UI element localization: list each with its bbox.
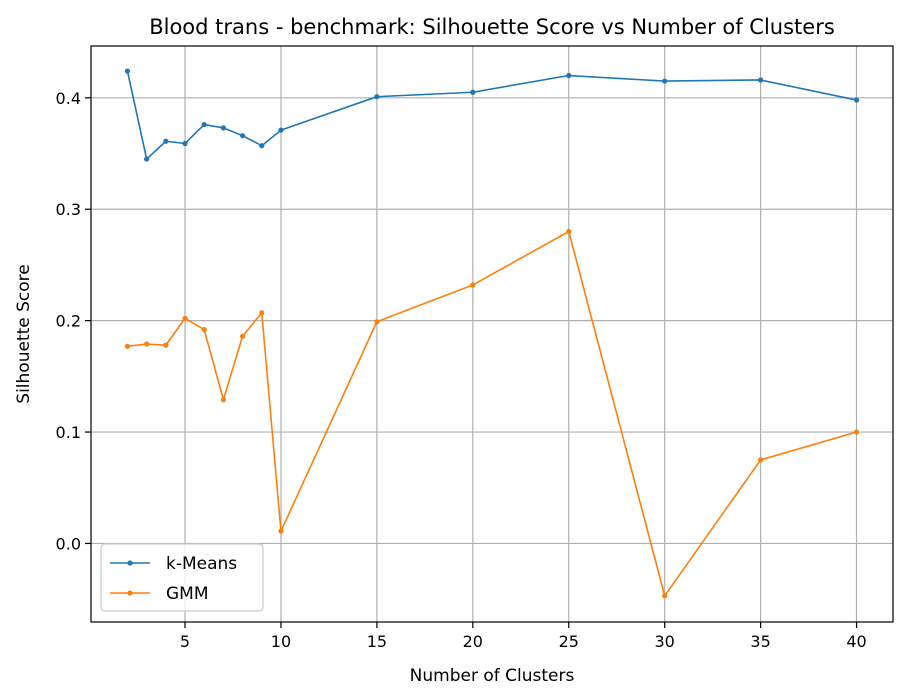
data-point-k-means (470, 89, 476, 95)
legend: k-Means GMM (100, 543, 264, 612)
legend-marker-gmm (127, 590, 133, 596)
data-point-gmm (182, 315, 188, 322)
plot-frame (90, 45, 894, 623)
x-tick-label: 25 (559, 632, 579, 651)
legend-label-k-means: k-Means (166, 554, 237, 574)
data-point-k-means (259, 143, 265, 149)
data-point-k-means (662, 78, 668, 84)
x-tick-label: 15 (367, 632, 387, 651)
data-point-k-means (144, 156, 150, 162)
y-tick-label: 0.4 (56, 89, 81, 108)
data-point-gmm (853, 429, 860, 435)
series-k-means (124, 68, 860, 162)
data-point-gmm (239, 333, 246, 339)
data-point-k-means (566, 72, 572, 79)
y-tick-label: 0.3 (56, 200, 81, 219)
data-point-k-means (182, 140, 188, 147)
chart-title: Blood trans - benchmark: Silhouette Scor… (149, 15, 835, 39)
data-point-gmm (566, 228, 572, 235)
data-point-k-means (201, 121, 207, 128)
data-point-gmm (470, 282, 476, 288)
x-tick-label: 40 (846, 632, 866, 651)
x-tick-label: 35 (750, 632, 770, 651)
data-point-gmm (124, 343, 131, 349)
data-point-gmm (144, 341, 150, 347)
data-point-gmm (662, 593, 668, 599)
data-point-gmm (259, 310, 265, 316)
data-point-gmm (758, 457, 764, 463)
data-point-gmm (374, 319, 380, 325)
x-axis-label: Number of Clusters (410, 666, 575, 686)
x-tick-label: 20 (463, 632, 483, 651)
series-layer (124, 68, 860, 599)
legend-box (100, 543, 264, 612)
x-tick-label: 5 (180, 632, 190, 651)
data-point-k-means (758, 77, 764, 83)
y-axis: 0.0 0.1 0.2 0.3 0.4 (56, 89, 91, 553)
data-point-k-means (124, 68, 131, 74)
y-tick-label: 0.0 (56, 534, 81, 553)
y-tick-label: 0.2 (56, 312, 81, 331)
y-tick-label: 0.1 (56, 423, 81, 442)
series-gmm (124, 228, 860, 599)
y-axis-label: Silhouette Score (14, 264, 34, 403)
data-point-k-means (220, 125, 226, 131)
data-point-k-means (853, 97, 860, 103)
x-axis: 5 10 15 20 25 30 35 40 (180, 622, 867, 651)
data-point-gmm (201, 326, 207, 333)
legend-label-gmm: GMM (166, 584, 209, 604)
data-point-k-means (374, 94, 380, 100)
data-point-k-means (163, 138, 169, 144)
x-tick-label: 30 (654, 632, 674, 651)
data-point-k-means (239, 133, 246, 139)
x-tick-label: 10 (271, 632, 291, 651)
data-point-gmm (163, 342, 169, 348)
legend-marker-k-means (127, 560, 133, 566)
data-point-gmm (278, 528, 284, 534)
data-point-k-means (278, 127, 284, 133)
data-point-gmm (220, 397, 226, 403)
